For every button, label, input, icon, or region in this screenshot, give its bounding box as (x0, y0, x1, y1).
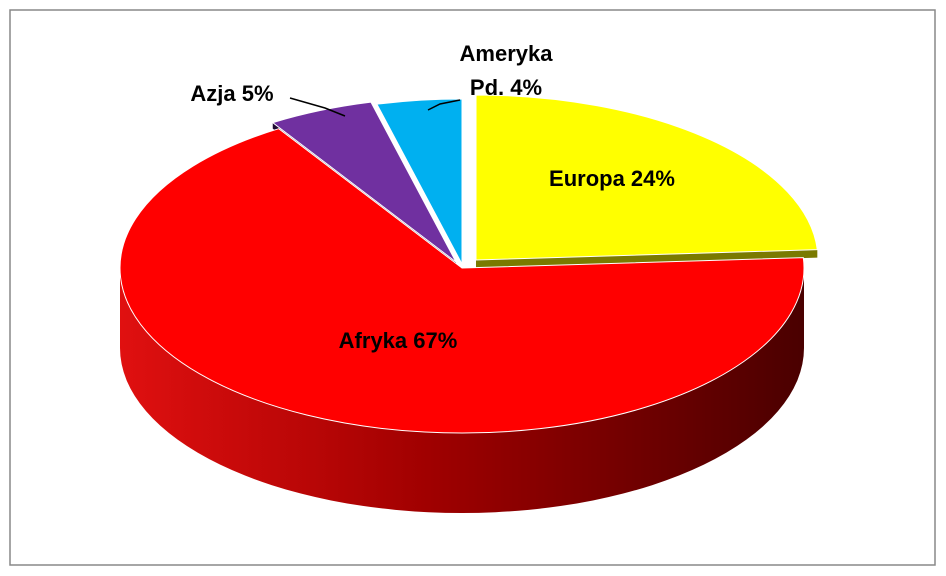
data-label: Europa 24% (549, 166, 675, 191)
data-label: Pd. 4% (470, 75, 542, 100)
labels: Europa 24% Afryka 67% Azja 5% Ameryka Pd. 4% (190, 41, 675, 353)
pie-side (476, 249, 818, 268)
pie-side (120, 268, 804, 513)
leader-line (427, 99, 461, 111)
leader-line (289, 97, 346, 117)
pie-slice (119, 128, 805, 434)
data-label: Azja 5% (190, 81, 273, 106)
data-label: Ameryka (460, 41, 554, 66)
pie-slice (475, 94, 818, 261)
pie (119, 94, 818, 513)
data-label: Afryka 67% (339, 328, 458, 353)
pie-slice (271, 101, 457, 263)
pie-slice (376, 98, 463, 265)
